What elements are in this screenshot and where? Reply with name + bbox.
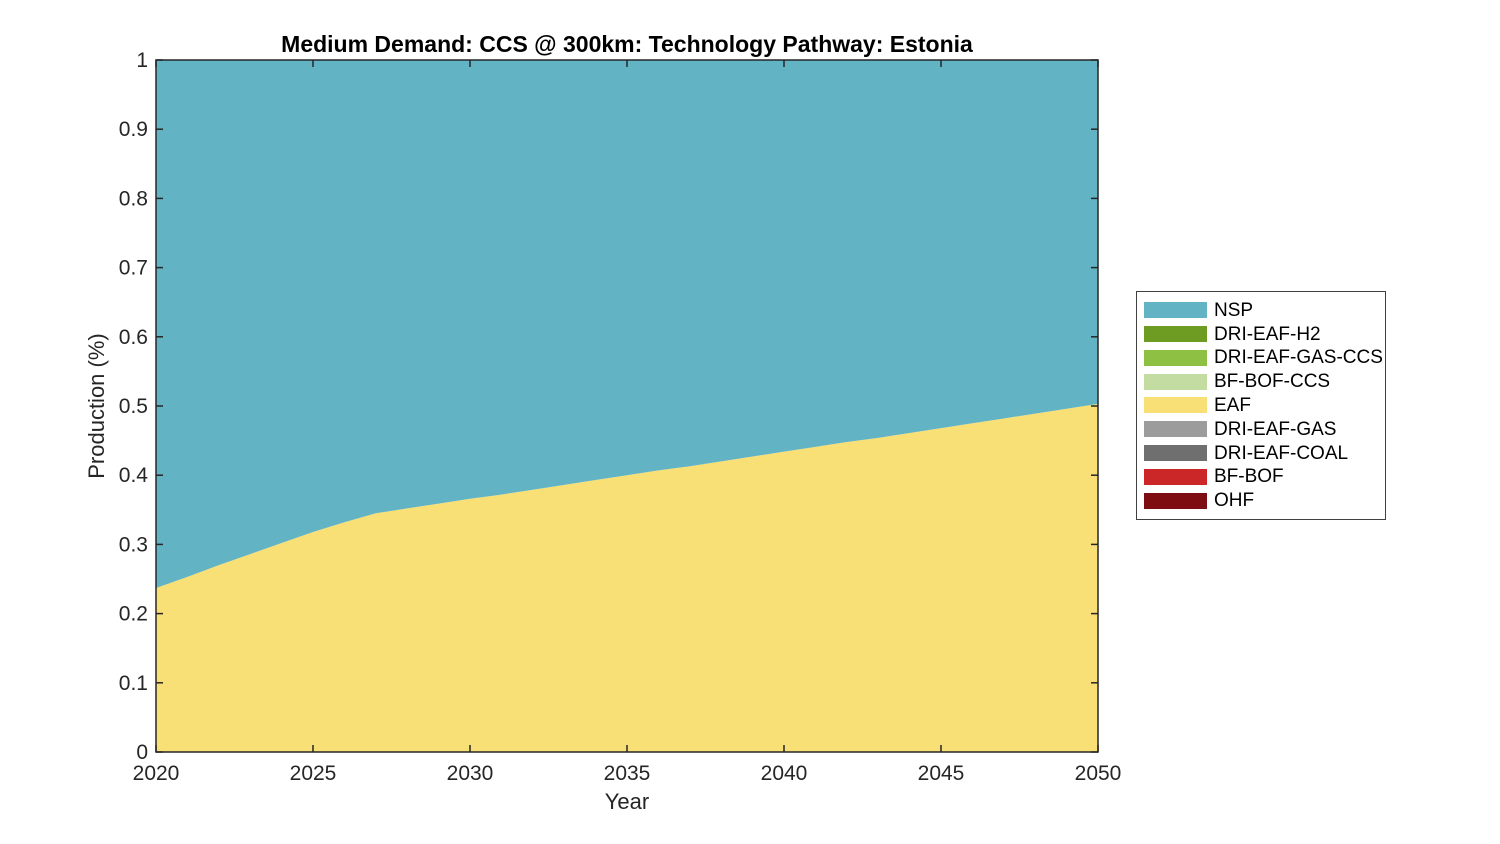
legend-label: NSP <box>1214 299 1254 321</box>
legend-item-bf-bof-ccs: BF-BOF-CCS <box>1144 372 1385 391</box>
legend-label: OHF <box>1214 490 1255 512</box>
y-tick-label: 0 <box>136 741 148 764</box>
legend-swatch <box>1144 468 1207 485</box>
y-tick-label: 0.5 <box>119 395 148 418</box>
legend-item-nsp: NSP <box>1144 301 1385 320</box>
y-tick-label: 1 <box>136 49 148 72</box>
legend-swatch <box>1144 445 1207 462</box>
y-tick-label: 0.3 <box>119 533 148 556</box>
legend-swatch <box>1144 397 1207 414</box>
x-tick-label: 2020 <box>133 762 180 785</box>
x-tick-label: 2045 <box>918 762 965 785</box>
x-tick-label: 2030 <box>447 762 494 785</box>
legend-label: DRI-EAF-H2 <box>1214 323 1321 345</box>
y-axis-label: Production (%) <box>84 333 109 479</box>
legend-label: DRI-EAF-GAS-CCS <box>1214 347 1383 369</box>
legend-item-dri-eaf-gas-ccs: DRI-EAF-GAS-CCS <box>1144 348 1385 367</box>
y-tick-label: 0.8 <box>119 187 148 210</box>
legend-swatch <box>1144 326 1207 343</box>
area-NSP <box>156 60 1098 588</box>
x-tick-label: 2040 <box>761 762 808 785</box>
legend-item-dri-eaf-gas: DRI-EAF-GAS <box>1144 420 1385 439</box>
legend-swatch <box>1144 373 1207 390</box>
legend-swatch <box>1144 421 1207 438</box>
y-tick-label: 0.9 <box>119 118 148 141</box>
legend-label: BF-BOF-CCS <box>1214 371 1331 393</box>
legend-label: EAF <box>1214 394 1251 416</box>
y-tick-label: 0.4 <box>119 464 149 487</box>
x-axis-label: Year <box>604 789 650 814</box>
x-tick-label: 2035 <box>604 762 651 785</box>
legend-label: DRI-EAF-GAS <box>1214 418 1337 440</box>
legend-item-dri-eaf-coal: DRI-EAF-COAL <box>1144 444 1385 463</box>
legend-swatch <box>1144 302 1207 319</box>
x-tick-label: 2025 <box>290 762 337 785</box>
y-tick-label: 0.7 <box>119 257 148 280</box>
y-tick-label: 0.2 <box>119 603 148 626</box>
legend-item-ohf: OHF <box>1144 491 1385 510</box>
legend-item-dri-eaf-h2: DRI-EAF-H2 <box>1144 325 1385 344</box>
y-tick-label: 0.6 <box>119 326 148 349</box>
legend-label: BF-BOF <box>1214 466 1284 488</box>
legend-label: DRI-EAF-COAL <box>1214 442 1349 464</box>
area-EAF <box>156 403 1098 752</box>
chart-title: Medium Demand: CCS @ 300km: Technology P… <box>281 31 973 57</box>
legend-swatch <box>1144 492 1207 509</box>
x-tick-label: 2050 <box>1075 762 1122 785</box>
legend-box: NSP DRI-EAF-H2 DRI-EAF-GAS-CCS BF-BOF-CCS EA… <box>1136 291 1386 520</box>
y-tick-label: 0.1 <box>119 672 148 695</box>
legend-item-bf-bof: BF-BOF <box>1144 467 1385 486</box>
legend-swatch <box>1144 349 1207 366</box>
legend-item-eaf: EAF <box>1144 396 1385 415</box>
